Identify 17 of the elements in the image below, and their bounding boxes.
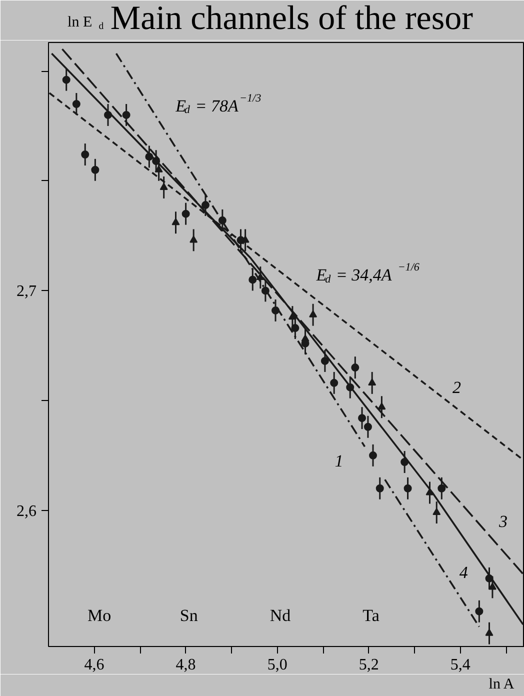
x-axis-title: ln A: [488, 676, 514, 692]
y-tick-label: 2,6: [16, 502, 36, 520]
series-label: 3: [498, 512, 508, 532]
y-tick-label: 2,7: [16, 283, 36, 300]
annotation: Ta: [362, 606, 380, 626]
annotation: Sn: [180, 606, 198, 626]
series-label: 1: [334, 452, 344, 471]
x-tick-label: 4,8: [176, 656, 196, 674]
x-tick-label: 5,4: [450, 656, 470, 674]
series-label: 2: [452, 378, 462, 397]
x-tick-label: 5,0: [267, 656, 288, 674]
annotation: Mo: [88, 606, 112, 626]
series-label: 4: [459, 563, 468, 582]
annotation: Nd: [270, 606, 292, 626]
x-tick-label: 4,6: [84, 656, 104, 674]
chart-title: Main channels of the resor: [110, 0, 474, 37]
x-tick-label: 5,2: [358, 656, 379, 674]
